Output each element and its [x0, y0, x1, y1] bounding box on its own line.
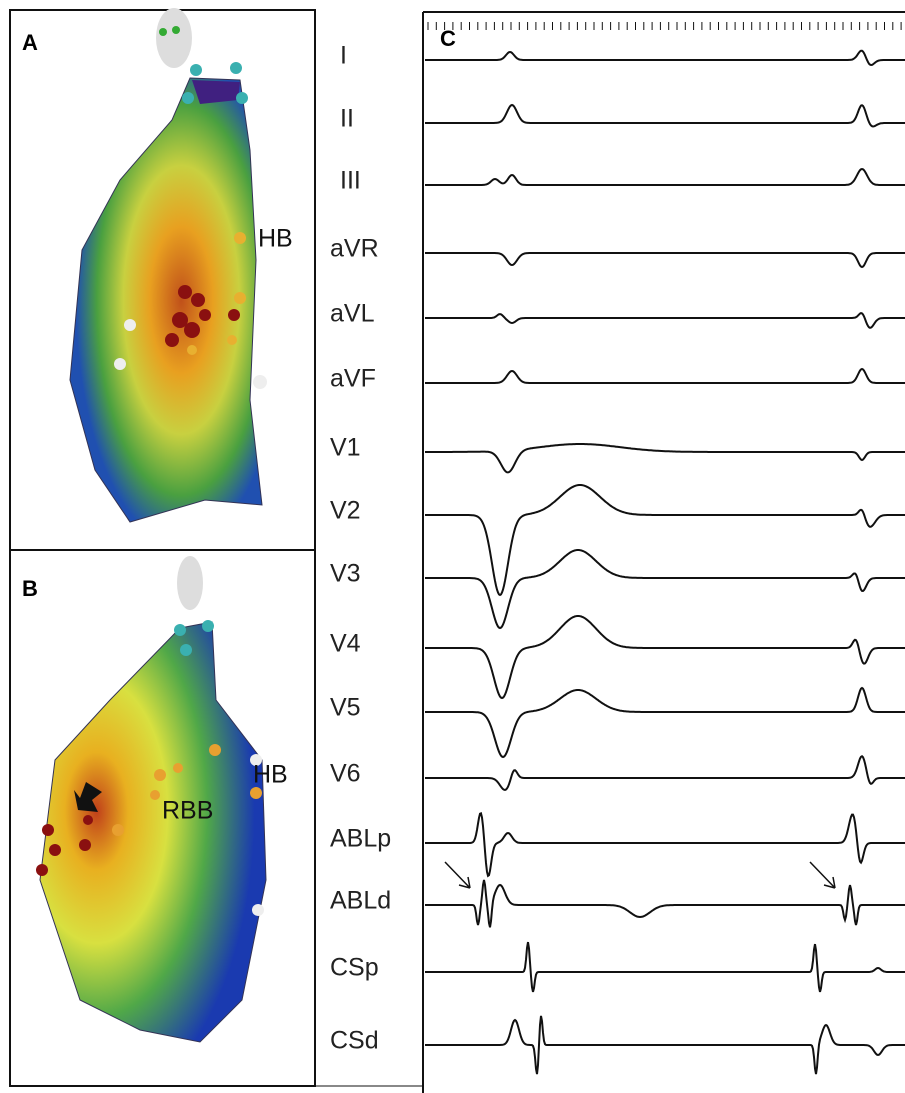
ecg-trace: [425, 615, 905, 700]
ecg-trace: [425, 1015, 905, 1075]
lead-label: CSd: [330, 1027, 379, 1055]
lead-label: V6: [330, 760, 361, 788]
ecg-trace: [425, 811, 905, 878]
ecg-trace: [425, 941, 905, 993]
lead-label: V5: [330, 694, 361, 722]
lead-label: ABLp: [330, 825, 391, 853]
lead-label: ABLd: [330, 887, 391, 915]
ecg-trace: [425, 754, 905, 791]
annotation: RBB: [162, 797, 213, 825]
map-a: [69, 8, 267, 523]
ecg-trace: [425, 49, 905, 67]
ecg-trace: [425, 252, 905, 269]
lead-label: V2: [330, 497, 361, 525]
lead-label: III: [340, 167, 361, 195]
panel-label: C: [440, 26, 456, 51]
lead-label: aVL: [330, 300, 375, 328]
ecg-trace: [425, 367, 905, 384]
ecg-trace: [425, 549, 905, 630]
arrows: [444, 861, 836, 889]
ecg-trace: [425, 686, 905, 759]
ecg-trace: [425, 879, 905, 928]
ecg-trace: [425, 167, 905, 186]
lead-label: V4: [330, 630, 361, 658]
panel-b-frame: [9, 549, 316, 1087]
lead-label: V3: [330, 560, 361, 588]
lead-label: I: [340, 42, 347, 70]
lead-label: CSp: [330, 954, 379, 982]
annotation: HB: [253, 761, 288, 789]
ecg-trace: [425, 103, 905, 128]
ecg-trace: [425, 484, 905, 597]
panel-label: B: [22, 576, 38, 601]
lead-label: II: [340, 105, 354, 133]
lead-label: aVF: [330, 365, 376, 393]
lead-label: V1: [330, 434, 361, 462]
panel-label: A: [22, 30, 38, 55]
annotation: HB: [258, 225, 293, 253]
map-b: [36, 556, 267, 1043]
ecg-trace: [425, 312, 905, 329]
ecg-trace: [425, 443, 905, 474]
lead-label: aVR: [330, 235, 379, 263]
